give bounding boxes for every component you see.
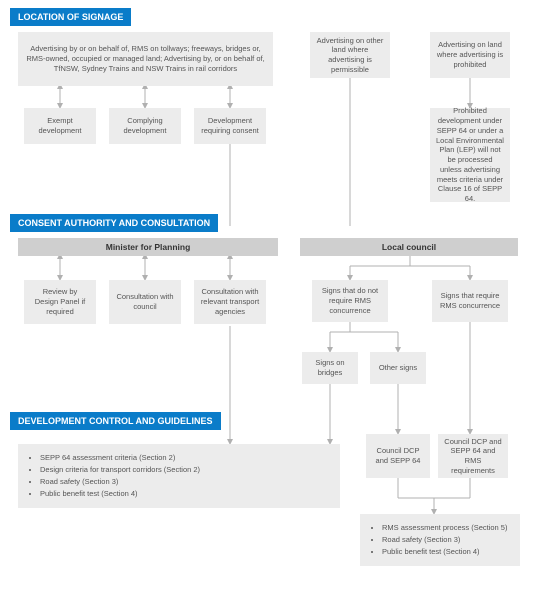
box-exempt: Exempt development xyxy=(24,108,96,144)
box-reqconsent: Development requiring consent xyxy=(194,108,266,144)
box-consult-council: Consultation with council xyxy=(109,280,181,324)
box-consult-transport: Consultation with relevant transport age… xyxy=(194,280,266,324)
auth-minister: Minister for Planning xyxy=(18,238,278,256)
section-header-location: LOCATION OF SIGNAGE xyxy=(10,8,131,26)
section-header-consent: CONSENT AUTHORITY AND CONSULTATION xyxy=(10,214,218,232)
guideline-item: Public benefit test (Section 4) xyxy=(382,546,510,558)
box-bridges: Signs on bridges xyxy=(302,352,358,384)
box-loc-rms: Advertising by or on behalf of, RMS on t… xyxy=(18,32,273,86)
box-review: Review by Design Panel if required xyxy=(24,280,96,324)
auth-council: Local council xyxy=(300,238,518,256)
box-prohibited-detail: Prohibited development under SEPP 64 or … xyxy=(430,108,510,202)
box-loc-prohibited: Advertising on land where advertising is… xyxy=(430,32,510,78)
box-dcp2: Council DCP and SEPP 64 and RMS requirem… xyxy=(438,434,508,478)
guideline-item: RMS assessment process (Section 5) xyxy=(382,522,510,534)
guideline-item: Design criteria for transport corridors … xyxy=(40,464,330,476)
section-header-dev: DEVELOPMENT CONTROL AND GUIDELINES xyxy=(10,412,221,430)
box-dcp1: Council DCP and SEPP 64 xyxy=(366,434,430,478)
guideline-item: SEPP 64 assessment criteria (Section 2) xyxy=(40,452,330,464)
box-loc-other: Advertising on other land where advertis… xyxy=(310,32,390,78)
guidelines-right: RMS assessment process (Section 5)Road s… xyxy=(360,514,520,566)
box-complying: Complying development xyxy=(109,108,181,144)
box-other: Other signs xyxy=(370,352,426,384)
box-norms: Signs that do not require RMS concurrenc… xyxy=(312,280,388,322)
guideline-item: Road safety (Section 3) xyxy=(382,534,510,546)
guidelines-left: SEPP 64 assessment criteria (Section 2)D… xyxy=(18,444,340,508)
guideline-item: Road safety (Section 3) xyxy=(40,476,330,488)
guideline-item: Public benefit test (Section 4) xyxy=(40,488,330,500)
box-reqrms: Signs that require RMS concurrence xyxy=(432,280,508,322)
